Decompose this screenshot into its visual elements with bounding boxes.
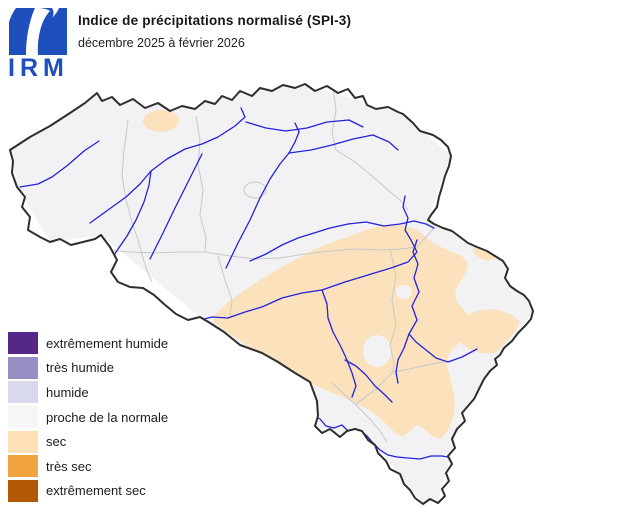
river-senne xyxy=(225,152,290,269)
irm-logo: IRM xyxy=(8,8,69,78)
legend: extrêmement humide très humide humide proch… xyxy=(8,331,168,503)
near-normal-hole-small xyxy=(396,285,412,299)
legend-row: très sec xyxy=(8,454,168,479)
dry-region-main xyxy=(213,224,471,439)
legend-swatch xyxy=(8,332,38,355)
title-block: Indice de précipitations normalisé (SPI-… xyxy=(78,13,351,50)
legend-swatch xyxy=(8,479,38,502)
legend-swatch xyxy=(8,406,38,429)
legend-swatch xyxy=(8,356,38,379)
river-mehaigne xyxy=(249,220,435,262)
river-demer xyxy=(288,134,399,154)
dry-region-north xyxy=(143,110,179,132)
page-subtitle: décembre 2025 à février 2026 xyxy=(78,36,245,50)
river-scheldt-lower xyxy=(150,107,246,172)
legend-row: très humide xyxy=(8,356,168,381)
legend-row: proche de la normale xyxy=(8,405,168,430)
river-dender xyxy=(149,153,203,260)
legend-label: extrêmement humide xyxy=(46,335,169,351)
river-semois xyxy=(309,412,454,460)
legend-label: très sec xyxy=(46,458,92,474)
river-scheldt-upper xyxy=(106,170,152,269)
rivers xyxy=(19,107,478,460)
river-nete xyxy=(245,119,364,132)
legend-row: extrêmement sec xyxy=(8,479,168,504)
legend-row: humide xyxy=(8,380,168,405)
river-ourthe xyxy=(395,239,420,384)
dry-region-east-cantons xyxy=(456,309,520,354)
legend-swatch xyxy=(8,430,38,453)
page-title: Indice de précipitations normalisé (SPI-… xyxy=(78,13,352,28)
near-normal-hole-large xyxy=(363,335,391,367)
irm-logo-text: IRM xyxy=(8,54,69,78)
river-sambre xyxy=(195,289,323,322)
belgium-outline xyxy=(9,83,534,505)
river-meuse-north xyxy=(321,195,418,291)
legend-label: sec xyxy=(46,434,67,450)
legend-row: sec xyxy=(8,429,168,454)
province-boundaries xyxy=(54,85,444,443)
river-ijzer xyxy=(19,140,100,188)
legend-label: extrêmement sec xyxy=(46,483,146,499)
river-lesse xyxy=(344,359,393,403)
legend-label: humide xyxy=(46,384,89,400)
legend-swatch xyxy=(8,381,38,404)
river-ambleve xyxy=(408,333,478,363)
irm-logo-mark xyxy=(9,8,67,55)
river-meuse-south xyxy=(321,289,357,398)
dry-region-herve xyxy=(473,238,505,260)
legend-swatch xyxy=(8,455,38,478)
legend-row: extrêmement humide xyxy=(8,331,168,356)
river-dijle xyxy=(288,122,300,154)
legend-label: proche de la normale xyxy=(46,409,169,425)
legend-label: très humide xyxy=(46,360,114,376)
river-leie xyxy=(89,170,152,224)
